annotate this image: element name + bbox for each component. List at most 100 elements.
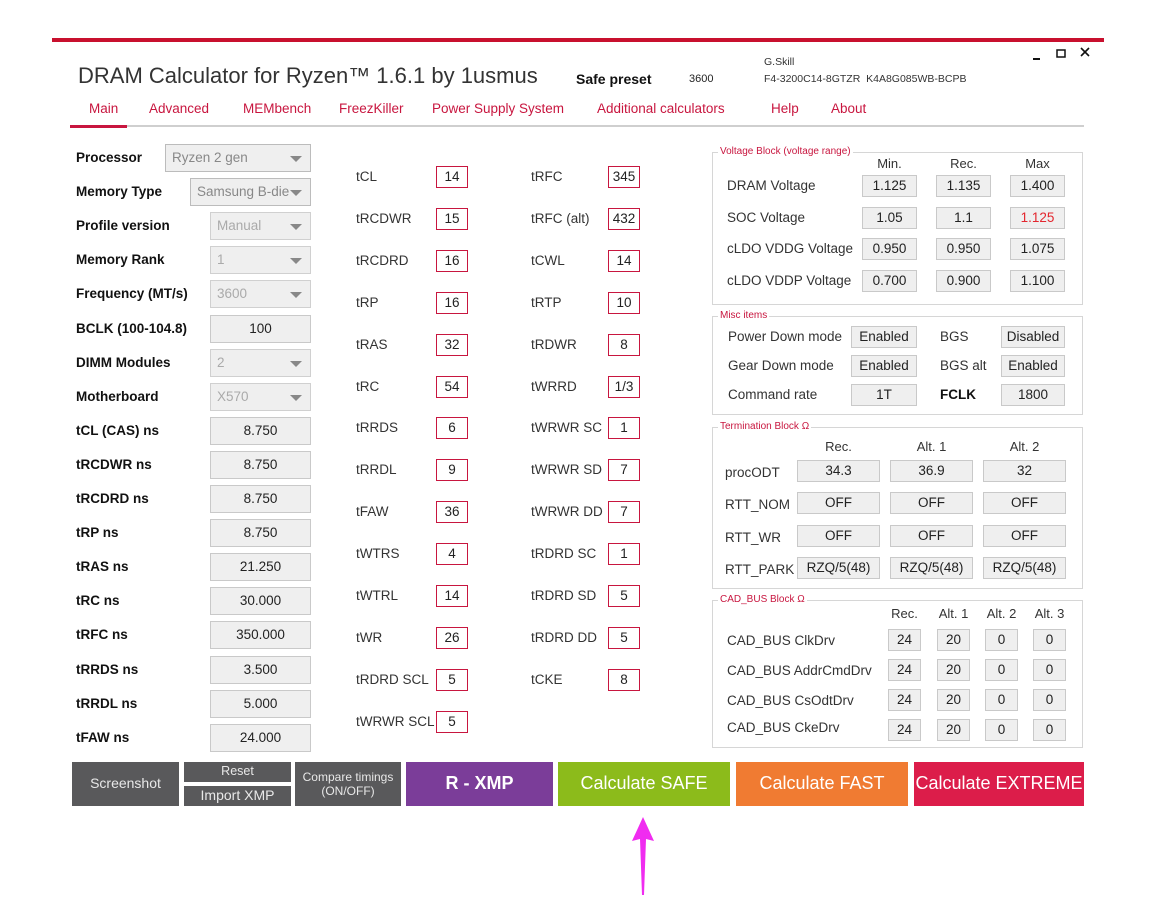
cad-bus-value[interactable]: 20	[937, 659, 970, 682]
misc-value[interactable]: 1800	[1001, 384, 1065, 407]
termination-value[interactable]: 36.9	[890, 460, 973, 482]
termination-value[interactable]: OFF	[890, 492, 973, 515]
dropdown[interactable]: Ryzen 2 gen	[165, 144, 311, 172]
timing-value[interactable]: 4	[436, 543, 468, 566]
timing-value[interactable]: 10	[608, 291, 640, 314]
misc-value[interactable]: Disabled	[1001, 326, 1065, 348]
button[interactable]: R - XMP	[406, 762, 553, 806]
termination-value[interactable]: RZQ/5(48)	[890, 556, 973, 579]
nav-tab[interactable]: Main	[89, 101, 119, 116]
button[interactable]: Calculate FAST	[736, 762, 908, 806]
voltage-value[interactable]: 0.950	[862, 238, 917, 261]
cad-bus-value[interactable]: 0	[1033, 689, 1066, 712]
timing-value[interactable]: 5	[608, 585, 640, 607]
nav-tab[interactable]: Power Supply System	[432, 101, 565, 116]
cad-bus-value[interactable]: 20	[937, 689, 970, 712]
voltage-value[interactable]: 1.100	[1010, 269, 1065, 292]
timing-value[interactable]: 14	[436, 166, 468, 188]
timing-value[interactable]: 6	[436, 417, 468, 440]
input-field[interactable]: 8.750	[210, 519, 311, 548]
dropdown[interactable]: X570	[210, 382, 311, 411]
termination-value[interactable]: 32	[983, 460, 1066, 482]
timing-value[interactable]: 16	[436, 291, 468, 314]
timing-value[interactable]: 5	[436, 668, 468, 691]
button[interactable]: Compare timings (ON/OFF)	[295, 762, 401, 806]
cad-bus-value[interactable]: 0	[985, 629, 1018, 651]
termination-value[interactable]: 34.3	[797, 460, 880, 482]
timing-value[interactable]: 7	[608, 459, 640, 482]
dropdown[interactable]: 1	[210, 246, 311, 275]
voltage-value[interactable]: 1.075	[1010, 238, 1065, 261]
dropdown[interactable]: Manual	[210, 212, 311, 241]
misc-value[interactable]: Enabled	[1001, 355, 1065, 378]
misc-value[interactable]: 1T	[851, 384, 917, 407]
window-controls[interactable]	[1025, 44, 1095, 64]
button[interactable]: Calculate SAFE	[558, 762, 730, 806]
cad-bus-value[interactable]: 0	[1033, 719, 1066, 742]
voltage-value[interactable]: 1.1	[936, 206, 991, 229]
timing-value[interactable]: 32	[436, 333, 468, 356]
termination-value[interactable]: RZQ/5(48)	[797, 556, 880, 579]
timing-value[interactable]: 345	[608, 166, 640, 188]
nav-tab[interactable]: Help	[771, 101, 799, 116]
cad-bus-value[interactable]: 24	[888, 689, 921, 712]
termination-value[interactable]: OFF	[983, 492, 1066, 515]
timing-value[interactable]: 15	[436, 207, 468, 230]
voltage-value[interactable]: 1.05	[862, 206, 917, 229]
input-field[interactable]: 350.000	[210, 621, 311, 650]
nav-tab[interactable]: Additional calculators	[597, 101, 725, 116]
voltage-value[interactable]: 1.400	[1010, 175, 1065, 197]
misc-value[interactable]: Enabled	[851, 326, 917, 348]
timing-value[interactable]: 1/3	[608, 375, 640, 398]
timing-value[interactable]: 14	[436, 585, 468, 607]
dropdown[interactable]: 3600	[210, 280, 311, 309]
voltage-value[interactable]: 0.700	[862, 269, 917, 292]
voltage-value[interactable]: 0.900	[936, 269, 991, 292]
cad-bus-value[interactable]: 0	[1033, 629, 1066, 651]
timing-value[interactable]: 7	[608, 501, 640, 524]
voltage-value[interactable]: 1.125	[862, 175, 917, 197]
input-field[interactable]: 8.750	[210, 450, 311, 479]
termination-value[interactable]: OFF	[983, 524, 1066, 547]
input-field[interactable]: 100	[210, 314, 311, 343]
timing-value[interactable]: 432	[608, 207, 640, 230]
button[interactable]: Screenshot	[72, 762, 179, 806]
cad-bus-value[interactable]: 0	[985, 689, 1018, 712]
termination-value[interactable]: OFF	[797, 492, 880, 515]
button[interactable]: Import XMP	[184, 786, 291, 806]
input-field[interactable]: 8.750	[210, 416, 311, 445]
input-field[interactable]: 21.250	[210, 553, 311, 582]
nav-tab[interactable]: Advanced	[149, 101, 210, 116]
voltage-value[interactable]: 1.135	[936, 175, 991, 197]
timing-value[interactable]: 1	[608, 543, 640, 566]
timing-value[interactable]: 16	[436, 249, 468, 272]
button[interactable]: Reset	[184, 762, 291, 782]
cad-bus-value[interactable]: 24	[888, 629, 921, 651]
timing-value[interactable]: 26	[436, 626, 468, 649]
nav-tab[interactable]: FreezKiller	[339, 101, 404, 116]
timing-value[interactable]: 54	[436, 375, 468, 398]
cad-bus-value[interactable]: 0	[985, 659, 1018, 682]
termination-value[interactable]: OFF	[797, 524, 880, 547]
timing-value[interactable]: 9	[436, 459, 468, 482]
timing-value[interactable]: 36	[436, 501, 468, 524]
termination-value[interactable]: RZQ/5(48)	[983, 556, 1066, 579]
dropdown[interactable]: 2	[210, 348, 311, 377]
nav-tab[interactable]: MEMbench	[243, 101, 312, 116]
input-field[interactable]: 8.750	[210, 485, 311, 513]
cad-bus-value[interactable]: 24	[888, 719, 921, 742]
cad-bus-value[interactable]: 20	[937, 629, 970, 651]
cad-bus-value[interactable]: 20	[937, 719, 970, 742]
input-field[interactable]: 30.000	[210, 587, 311, 616]
nav-tab[interactable]: About	[831, 101, 867, 116]
timing-value[interactable]: 8	[608, 668, 640, 691]
cad-bus-value[interactable]: 24	[888, 659, 921, 682]
dropdown[interactable]: Samsung B-die	[190, 178, 311, 207]
voltage-value[interactable]: 1.125	[1010, 206, 1065, 229]
voltage-value[interactable]: 0.950	[936, 238, 991, 261]
button[interactable]: Calculate EXTREME	[914, 762, 1084, 806]
timing-value[interactable]: 5	[436, 710, 468, 733]
input-field[interactable]: 24.000	[210, 723, 311, 752]
cad-bus-value[interactable]: 0	[1033, 659, 1066, 682]
timing-value[interactable]: 1	[608, 417, 640, 440]
